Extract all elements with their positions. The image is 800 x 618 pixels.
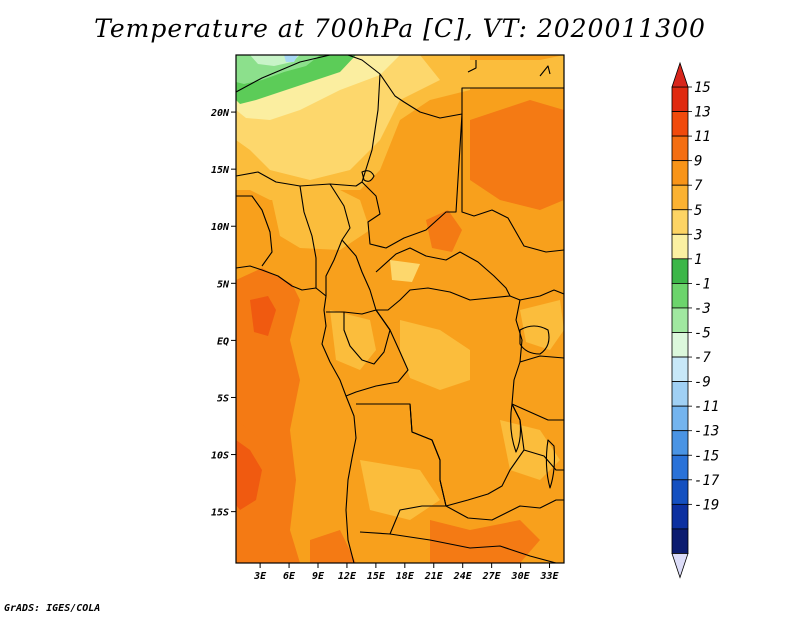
colorbar-label: 9 <box>694 154 702 170</box>
border-cameroon <box>326 239 377 315</box>
colorbar-swatch <box>671 160 689 186</box>
field-region-c7 <box>520 300 564 350</box>
field-region-c13 <box>250 296 276 336</box>
border-niger-chad <box>361 73 463 249</box>
lake-chad <box>361 170 375 182</box>
colorbar: 15 13 11 9 7 5 3 1 -1 -3 -5 -7 -9 -11 -13 -15 -17 -19 <box>671 61 720 579</box>
colorbar-label: -3 <box>694 301 711 317</box>
border-southern <box>389 499 564 563</box>
colorbar-swatch <box>671 86 689 112</box>
lake-tanganyika <box>510 403 522 453</box>
lon-label: 24E <box>453 571 473 582</box>
lake-victoria <box>519 325 550 355</box>
colorbar-label: -13 <box>694 424 719 440</box>
field-region-c11 <box>426 210 462 252</box>
country-borders <box>236 55 564 563</box>
colorbar-label: 5 <box>694 203 702 219</box>
colorbar-label: 7 <box>694 178 703 194</box>
lat-label: 5S <box>217 393 229 404</box>
field-region-c11 <box>470 100 564 210</box>
lon-label: 18E <box>396 571 415 582</box>
colorbar-label: 1 <box>694 252 702 268</box>
field-region-c7 <box>470 55 564 88</box>
colorbar-swatch <box>671 405 689 432</box>
colorbar-label: -17 <box>694 473 720 489</box>
colorbar-bottom-arrow <box>671 553 689 579</box>
field-region-c7 <box>360 460 440 520</box>
colorbar-top-arrow <box>671 61 689 88</box>
colorbar-swatch <box>671 528 689 554</box>
lat-label: 15S <box>211 508 229 519</box>
colorbar-label: -7 <box>694 350 711 366</box>
colorbar-swatch <box>671 209 689 235</box>
field-region-c11 <box>310 530 356 563</box>
colorbar-label: 13 <box>694 105 711 121</box>
colorbar-label: -1 <box>694 276 711 292</box>
lon-label: 15E <box>367 571 386 582</box>
lon-label: 30E <box>511 571 531 582</box>
field-region-c7 <box>330 310 376 370</box>
lat-label: 5N <box>217 279 230 290</box>
coastline-west <box>236 265 357 563</box>
colorbar-label: -15 <box>694 448 719 464</box>
lake-malawi <box>545 439 556 489</box>
colorbar-swatch <box>671 381 689 407</box>
colorbar-label: -5 <box>694 326 711 342</box>
temperature-field <box>236 55 564 563</box>
colorbar-label: 11 <box>694 129 711 145</box>
colorbar-swatch <box>671 135 689 162</box>
colorbar-swatch <box>671 430 689 456</box>
colorbar-label: -11 <box>694 399 719 415</box>
border-car <box>375 247 511 311</box>
colorbar-swatch <box>671 233 689 260</box>
lon-label: 33E <box>539 571 559 582</box>
colorbar-label: 15 <box>694 80 711 96</box>
colorbar-label: -9 <box>694 375 711 391</box>
lon-label: 21E <box>424 571 444 582</box>
border-angola <box>356 403 447 535</box>
lat-label: 15N <box>211 165 230 176</box>
colorbar-swatch <box>671 454 689 481</box>
coast-northeast <box>467 60 551 77</box>
border-east-africa <box>511 289 564 471</box>
field-region-c11 <box>430 520 540 563</box>
grads-credit: GrADS: IGES/COLA <box>4 603 101 614</box>
colorbar-swatch <box>671 479 689 505</box>
border-sudan <box>461 114 564 253</box>
longitude-axis: 3E 6E 9E 12E 15E 18E 21E 24E 27E 30E 33E <box>253 563 560 582</box>
field-region-c13 <box>236 440 262 510</box>
colorbar-label: 3 <box>693 227 702 243</box>
colorbar-swatch <box>671 307 689 333</box>
field-region-c7 <box>270 185 370 250</box>
field-region-cm5 <box>284 55 298 62</box>
colorbar-swatch <box>671 282 689 309</box>
map-title: Temperature at 700hPa [C], VT: 202001130… <box>94 14 706 43</box>
lat-label: 10N <box>211 222 230 233</box>
field-region-c5 <box>390 260 420 282</box>
border-congo <box>343 309 391 365</box>
lat-label: EQ <box>217 336 229 347</box>
lon-label: 12E <box>338 571 357 582</box>
colorbar-swatch <box>671 332 689 358</box>
lon-label: 6E <box>283 571 296 582</box>
field-region-c7 <box>500 420 560 480</box>
field-region-c7 <box>400 320 470 390</box>
lon-label: 27E <box>482 571 502 582</box>
colorbar-swatch <box>671 184 689 211</box>
lat-label: 10S <box>211 451 229 462</box>
lon-label: 3E <box>253 571 267 582</box>
colorbar-swatch <box>671 111 689 137</box>
colorbar-label: -19 <box>694 497 719 513</box>
colorbar-swatch <box>671 258 689 284</box>
latitude-axis: 20N 15N 10N 5N EQ 5S 10S 15S <box>210 108 236 519</box>
lat-label: 20N <box>210 108 230 119</box>
colorbar-swatch <box>671 503 689 530</box>
lon-label: 9E <box>312 571 325 582</box>
colorbar-swatch <box>671 356 689 382</box>
map-frame <box>235 54 565 564</box>
border-north-sahara <box>236 55 564 119</box>
